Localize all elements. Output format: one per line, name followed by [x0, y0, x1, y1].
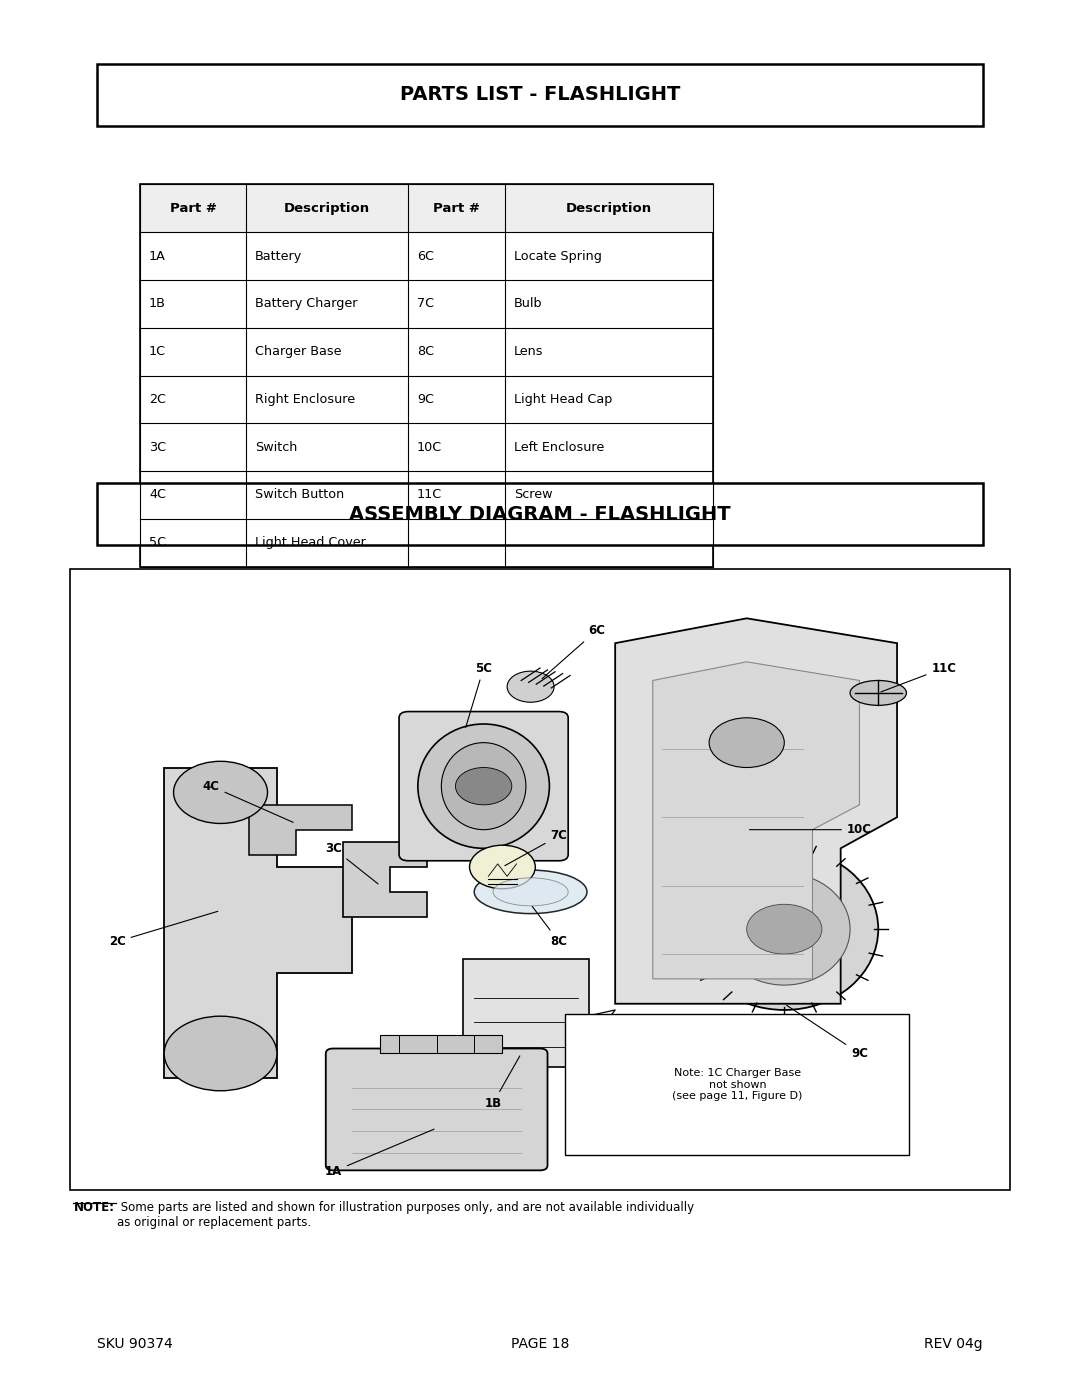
Text: 7C: 7C [417, 298, 434, 310]
Text: Battery: Battery [255, 250, 302, 263]
Text: 11C: 11C [417, 489, 442, 502]
Circle shape [456, 767, 512, 805]
FancyBboxPatch shape [565, 1014, 909, 1155]
Text: 8C: 8C [532, 907, 567, 949]
Text: Note: 1C Charger Base
not shown
(see page 11, Figure D): Note: 1C Charger Base not shown (see pag… [672, 1067, 802, 1101]
Bar [140, 184, 713, 567]
Text: Lens: Lens [514, 345, 543, 358]
Ellipse shape [850, 680, 906, 705]
Text: Part #: Part # [170, 201, 217, 215]
Text: 4C: 4C [149, 489, 166, 502]
Text: 1B: 1B [149, 298, 166, 310]
Text: 3C: 3C [149, 440, 166, 454]
Circle shape [470, 845, 536, 888]
Text: Some parts are listed and shown for illustration purposes only, and are not avai: Some parts are listed and shown for illu… [117, 1201, 693, 1229]
Text: 4C: 4C [203, 780, 293, 823]
Polygon shape [248, 805, 352, 855]
Bar [70, 569, 1010, 1190]
Text: PARTS LIST - FLASHLIGHT: PARTS LIST - FLASHLIGHT [400, 85, 680, 105]
Bar [97, 483, 983, 545]
FancyBboxPatch shape [463, 958, 589, 1067]
Text: 6C: 6C [542, 624, 605, 679]
Text: 5C: 5C [149, 536, 166, 549]
Text: 1A: 1A [325, 1129, 434, 1178]
Polygon shape [342, 842, 428, 916]
Polygon shape [652, 662, 860, 979]
Text: Part #: Part # [433, 201, 481, 215]
Text: 9C: 9C [417, 393, 434, 407]
Text: 1C: 1C [149, 345, 166, 358]
Text: Locate Spring: Locate Spring [514, 250, 602, 263]
Text: 7C: 7C [504, 830, 567, 866]
Text: Bulb: Bulb [514, 298, 543, 310]
Text: 2C: 2C [109, 911, 218, 949]
Text: PAGE 18: PAGE 18 [511, 1337, 569, 1351]
Text: 6C: 6C [417, 250, 434, 263]
Text: 11C: 11C [881, 662, 957, 692]
Text: Light Head Cap: Light Head Cap [514, 393, 612, 407]
Ellipse shape [442, 743, 526, 830]
Text: 10C: 10C [750, 823, 872, 837]
Ellipse shape [474, 870, 588, 914]
Circle shape [710, 718, 784, 767]
Bar [140, 184, 713, 232]
Polygon shape [616, 619, 897, 1003]
Text: 3C: 3C [325, 842, 378, 884]
FancyBboxPatch shape [400, 711, 568, 861]
Text: Screw: Screw [514, 489, 553, 502]
Text: Switch: Switch [255, 440, 297, 454]
Circle shape [174, 761, 268, 823]
Bar [97, 64, 983, 126]
Text: ASSEMBLY DIAGRAM - FLASHLIGHT: ASSEMBLY DIAGRAM - FLASHLIGHT [349, 504, 731, 524]
Text: Light Head Cover: Light Head Cover [255, 536, 366, 549]
Ellipse shape [492, 877, 568, 905]
Text: SKU 90374: SKU 90374 [97, 1337, 173, 1351]
Text: Left Enclosure: Left Enclosure [514, 440, 605, 454]
Text: Description: Description [566, 201, 652, 215]
FancyBboxPatch shape [326, 1049, 548, 1171]
Text: 1A: 1A [149, 250, 166, 263]
Ellipse shape [690, 848, 878, 1010]
Ellipse shape [718, 873, 850, 985]
Text: Battery Charger: Battery Charger [255, 298, 357, 310]
Polygon shape [164, 767, 352, 1078]
Bar [380, 1035, 502, 1053]
Text: Switch Button: Switch Button [255, 489, 345, 502]
Text: Charger Base: Charger Base [255, 345, 341, 358]
Text: Description: Description [284, 201, 370, 215]
Text: NOTE:: NOTE: [73, 1201, 114, 1214]
Text: 10C: 10C [417, 440, 442, 454]
Circle shape [508, 671, 554, 703]
Text: REV 04g: REV 04g [924, 1337, 983, 1351]
Ellipse shape [418, 724, 550, 848]
Text: Right Enclosure: Right Enclosure [255, 393, 355, 407]
Text: 1B: 1B [485, 1056, 519, 1109]
Circle shape [746, 904, 822, 954]
Text: 5C: 5C [465, 662, 492, 728]
Text: 2C: 2C [149, 393, 166, 407]
Text: 8C: 8C [417, 345, 434, 358]
Text: 9C: 9C [786, 1006, 868, 1060]
Circle shape [164, 1016, 276, 1091]
